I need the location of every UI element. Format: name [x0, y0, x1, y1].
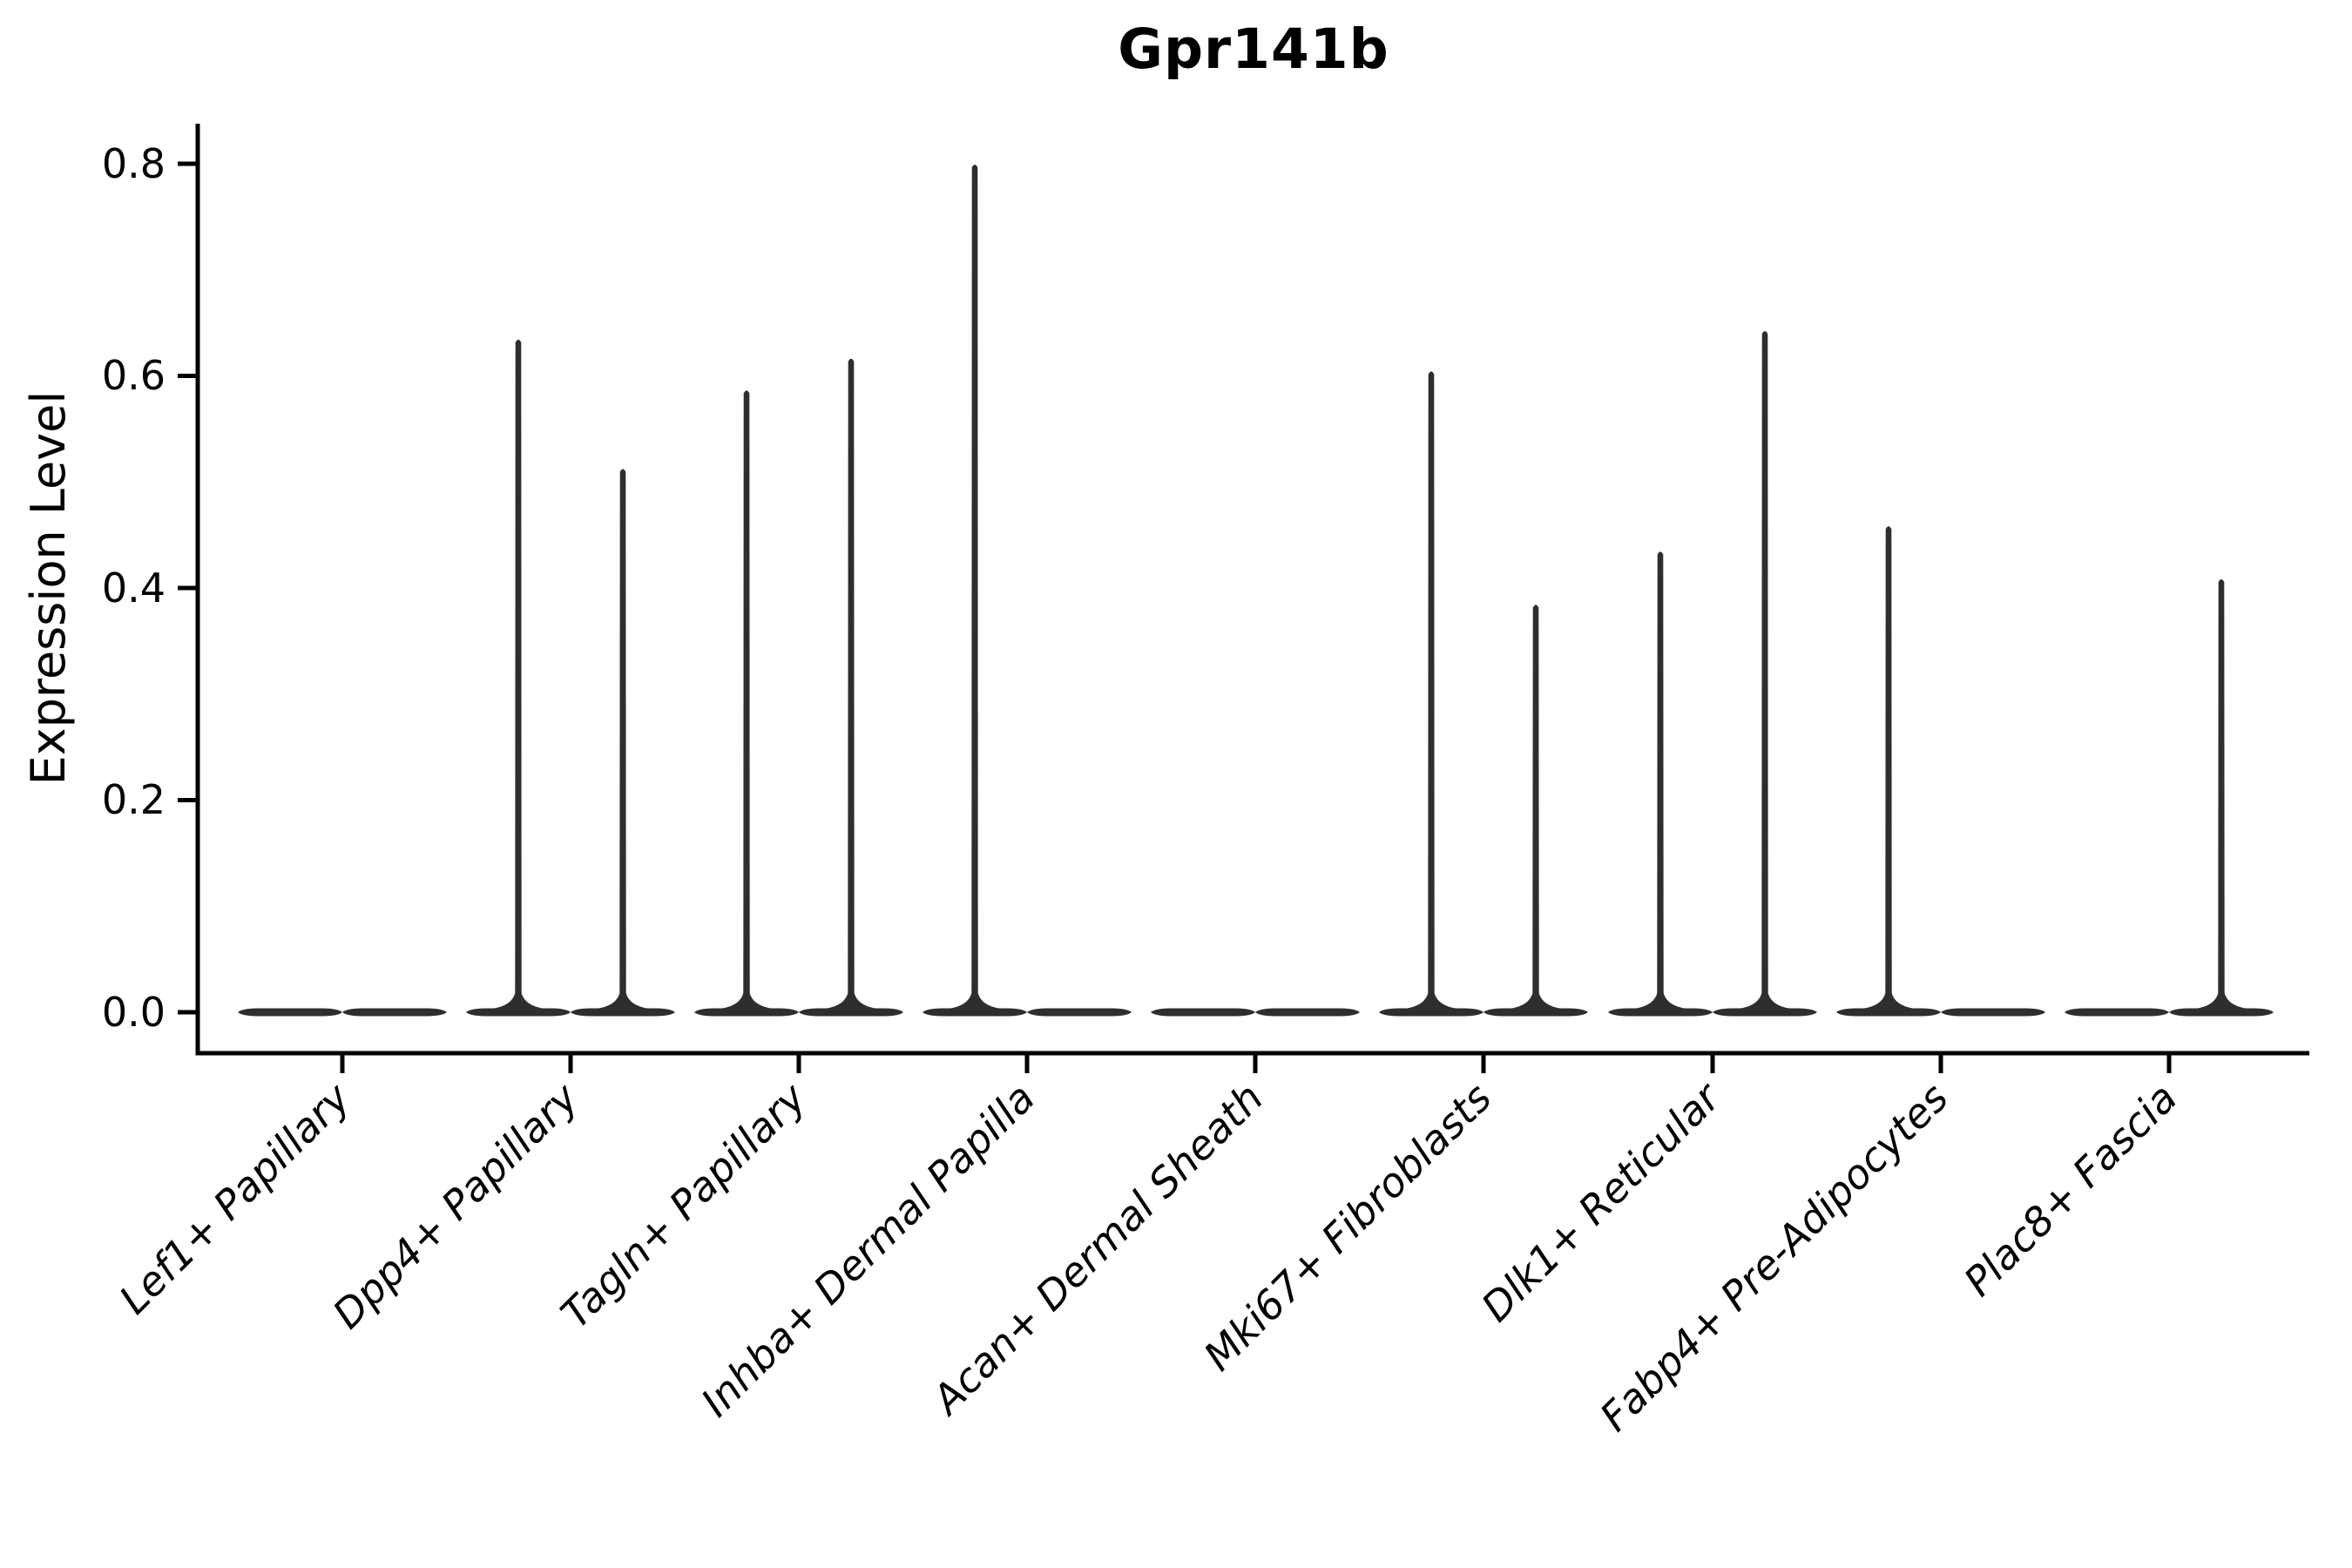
- chart-title: Gpr141b: [1118, 17, 1389, 81]
- violin-spike: [715, 390, 778, 1010]
- violin-body: [799, 1008, 903, 1017]
- violin-body: [1027, 1008, 1132, 1017]
- violin-body: [2065, 1008, 2169, 1017]
- violin-spike: [1857, 526, 1920, 1010]
- y-tick-label-0.6: 0.6: [101, 352, 166, 399]
- y-tick-label-0.8: 0.8: [101, 140, 166, 187]
- violin-body: [1151, 1008, 1255, 1017]
- violin-body: [342, 1008, 447, 1017]
- violin-body: [1484, 1008, 1588, 1017]
- violin-body: [1608, 1008, 1713, 1017]
- violin-spike: [487, 339, 550, 1010]
- violin-spike: [943, 164, 1006, 1010]
- violin-spike: [820, 358, 882, 1010]
- y-tick-label-0.4: 0.4: [101, 564, 166, 612]
- violin-body: [1255, 1008, 1360, 1017]
- violin-spike: [2190, 579, 2253, 1010]
- violin-spike: [1734, 331, 1796, 1010]
- violin-body: [571, 1008, 675, 1017]
- violin-spike: [1400, 371, 1463, 1010]
- violin-body: [923, 1008, 1027, 1017]
- violin-body: [466, 1008, 571, 1017]
- violin-spike: [591, 469, 654, 1010]
- violin-body: [1836, 1008, 1941, 1017]
- violin-body: [1713, 1008, 1817, 1017]
- violin-body: [1941, 1008, 2045, 1017]
- violin-body: [2169, 1008, 2274, 1017]
- y-tick-label-0.0: 0.0: [101, 989, 166, 1036]
- violin-spike: [1504, 605, 1567, 1010]
- violin-body: [694, 1008, 799, 1017]
- violin-body: [1379, 1008, 1484, 1017]
- violin-body: [238, 1008, 342, 1017]
- violin-spike: [1629, 551, 1692, 1010]
- y-tick-label-0.2: 0.2: [101, 776, 166, 823]
